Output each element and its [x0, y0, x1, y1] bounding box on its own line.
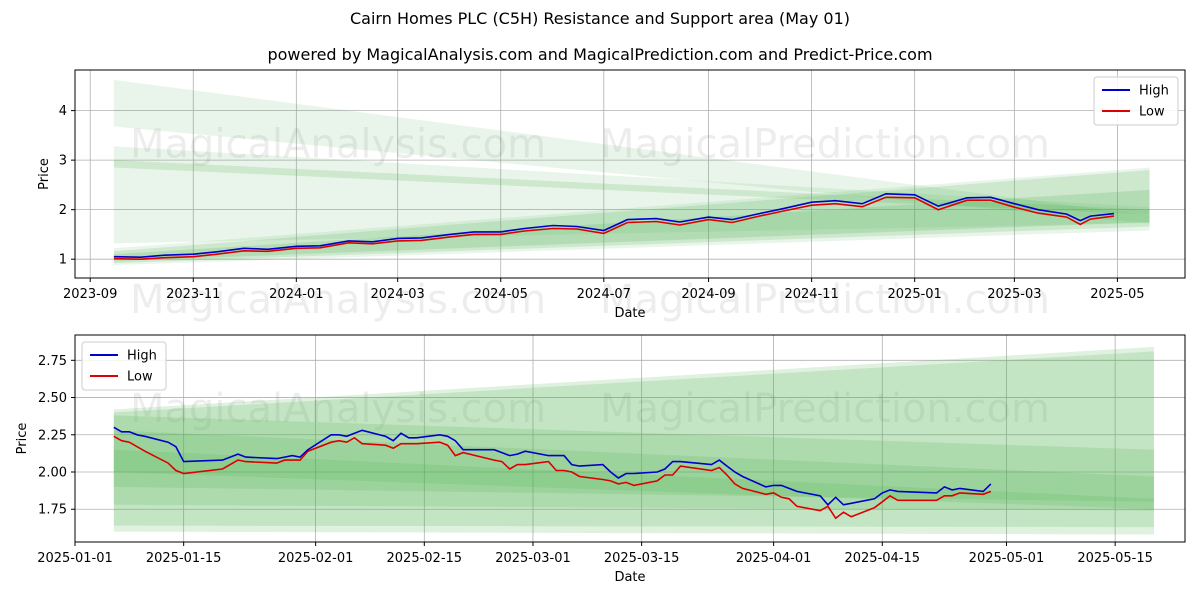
chart-subtitle: powered by MagicalAnalysis.com and Magic…	[267, 45, 933, 64]
y-tick-label: 2.50	[38, 391, 67, 406]
x-tick-label: 2025-05-01	[969, 551, 1045, 566]
band-area	[113, 449, 1154, 510]
band-area	[113, 346, 1154, 535]
series-line-low	[113, 196, 1115, 261]
watermark-layer: MagicalAnalysis.com MagicalPrediction.com	[130, 386, 1050, 432]
x-tick-label: 2025-01	[888, 287, 942, 302]
legend-label-low: Low	[127, 370, 153, 385]
bottom-chart-panel: MagicalAnalysis.com MagicalPrediction.com…	[15, 334, 1186, 585]
band-area	[113, 160, 1150, 215]
x-tick-label: 2024-09	[681, 287, 735, 302]
y-tick-label: 3	[59, 154, 67, 169]
x-tick-label: 2024-05	[474, 287, 528, 302]
axes-frame	[74, 334, 1186, 543]
y-tick-label: 2.75	[38, 354, 67, 369]
x-tick-label: 2025-03-15	[604, 551, 680, 566]
watermark-text: MagicalAnalysis.com	[130, 386, 546, 432]
x-tick-label: 2023-09	[63, 287, 117, 302]
x-tick-label: 2025-03-01	[495, 551, 571, 566]
legend: High Low	[81, 341, 167, 391]
x-tick-label: 2025-05-15	[1077, 551, 1153, 566]
x-tick-label: 2025-02-15	[387, 551, 463, 566]
legend: High Low	[1093, 76, 1179, 126]
x-tick-label: 2025-02-01	[278, 551, 354, 566]
support-resistance-bands	[113, 346, 1154, 535]
band-area	[113, 146, 1150, 244]
y-axis-label: Price	[15, 423, 30, 455]
legend-label-high: High	[1139, 84, 1169, 99]
x-tick-label: 2025-04-15	[844, 551, 920, 566]
x-tick-label: 2024-11	[784, 287, 838, 302]
top-chart-panel: MagicalAnalysis.com MagicalPrediction.com…	[37, 69, 1186, 323]
x-tick-label: 2025-03	[987, 287, 1041, 302]
band-area	[113, 167, 1150, 266]
watermark-layer: MagicalAnalysis.com MagicalPrediction.com…	[130, 121, 1050, 323]
y-tick-label: 1	[59, 253, 67, 268]
x-tick-label: 2024-07	[577, 287, 631, 302]
y-axis-label: Price	[37, 158, 52, 190]
watermark-text: MagicalPrediction.com	[600, 277, 1050, 323]
series-line-high	[113, 426, 992, 506]
y-tick-label: 4	[59, 104, 67, 119]
x-tick-label: 2025-04-01	[736, 551, 812, 566]
watermark-text: MagicalPrediction.com	[600, 386, 1050, 432]
axes-frame	[74, 69, 1186, 279]
x-axis-label: Date	[614, 306, 645, 321]
band-area	[113, 351, 1154, 528]
watermark-text: MagicalPrediction.com	[600, 121, 1050, 167]
x-axis-label: Date	[614, 570, 645, 585]
band-area	[113, 79, 1150, 224]
watermark-text: MagicalAnalysis.com	[130, 277, 546, 323]
band-area	[113, 430, 1154, 502]
y-tick-label: 2.25	[38, 428, 67, 443]
chart-title: Cairn Homes PLC (C5H) Resistance and Sup…	[350, 9, 850, 28]
support-resistance-bands	[113, 79, 1150, 266]
x-tick-label: 2025-05	[1090, 287, 1144, 302]
y-tick-label: 1.75	[38, 503, 67, 518]
x-tick-label: 2025-01-15	[146, 551, 222, 566]
y-tick-label: 2	[59, 203, 67, 218]
x-tick-label: 2024-03	[371, 287, 425, 302]
x-tick-label: 2025-01-01	[37, 551, 113, 566]
series-line-high	[113, 192, 1115, 259]
x-tick-label: 2023-11	[166, 287, 220, 302]
watermark-text: MagicalAnalysis.com	[130, 121, 546, 167]
series-line-low	[113, 435, 992, 520]
band-area	[113, 415, 1154, 511]
x-tick-label: 2024-01	[269, 287, 323, 302]
legend-label-high: High	[127, 349, 157, 364]
legend-label-low: Low	[1139, 105, 1165, 120]
y-tick-label: 2.00	[38, 466, 67, 481]
